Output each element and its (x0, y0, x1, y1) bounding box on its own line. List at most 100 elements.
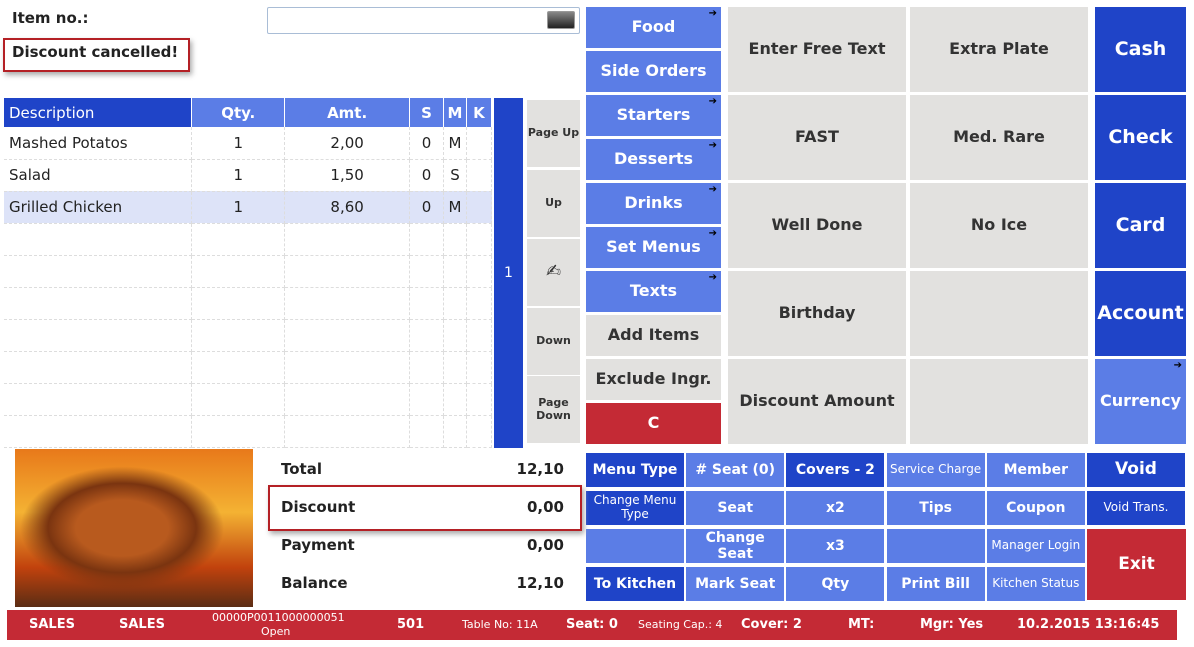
cell-qty: 1 (191, 127, 286, 160)
cell-s (409, 255, 444, 288)
cell-qty (191, 351, 286, 384)
category-set-menus[interactable]: Set Menus ➔ (586, 227, 721, 268)
function-coupon-button[interactable]: Coupon (986, 491, 1085, 525)
modifier-med-rare[interactable]: Med. Rare (910, 95, 1088, 180)
function-covers-2-button[interactable]: Covers - 2 (786, 453, 885, 487)
function-mark-seat-button[interactable]: Mark Seat (686, 567, 785, 601)
status-seat: Seat: 0 (566, 617, 618, 632)
exit-button[interactable]: Exit (1087, 529, 1186, 600)
cell-m (443, 287, 467, 320)
category-food[interactable]: Food ➔ (586, 7, 721, 48)
item-no-input[interactable] (267, 7, 580, 34)
cell-k (466, 255, 493, 288)
col-s: S (409, 98, 444, 127)
cell-k (466, 383, 493, 416)
category-c[interactable]: C (586, 403, 721, 444)
cell-m (443, 415, 467, 448)
table-row[interactable]: Salad 1 1,50 0 S (4, 159, 493, 192)
function-kitchen-status-button[interactable]: Kitchen Status (986, 567, 1085, 601)
modifier-well-done[interactable]: Well Done (728, 183, 906, 268)
category-desserts[interactable]: Desserts ➔ (586, 139, 721, 180)
function-void-trans-button[interactable]: Void Trans. (1087, 491, 1185, 525)
cell-k (466, 223, 493, 256)
arrow-icon: ➔ (1173, 360, 1182, 371)
payment-account[interactable]: Account (1095, 271, 1186, 356)
function-seat-button[interactable]: Seat (686, 491, 785, 525)
seat-indicator-bar[interactable]: 1 (494, 98, 523, 448)
cell-description (4, 223, 193, 256)
modifier-birthday[interactable]: Birthday (728, 271, 906, 356)
category-exclude-ingr[interactable]: Exclude Ingr. (586, 359, 721, 400)
modifier-blank[interactable] (910, 359, 1088, 444)
cell-description (4, 351, 193, 384)
cell-description: Mashed Potatos (4, 127, 193, 160)
category-starters[interactable]: Starters ➔ (586, 95, 721, 136)
cell-k (466, 319, 493, 352)
cell-k (466, 415, 493, 448)
status-mode: SALES (29, 617, 75, 632)
modifier-enter-free-text[interactable]: Enter Free Text (728, 7, 906, 92)
modifier-extra-plate[interactable]: Extra Plate (910, 7, 1088, 92)
function-change-menu-type-button[interactable]: Change Menu Type (586, 491, 684, 525)
page-down-button[interactable]: Page Down (527, 376, 580, 443)
total-label-balance: Balance (281, 574, 348, 592)
cell-qty (191, 415, 286, 448)
cell-k (466, 191, 493, 224)
modifier-blank[interactable] (910, 271, 1088, 356)
payment-cash[interactable]: Cash (1095, 7, 1186, 92)
down-button[interactable]: Down (527, 308, 580, 375)
status-datetime: 10.2.2015 13:16:45 (1017, 617, 1160, 632)
cell-amt (284, 223, 411, 256)
cell-m (443, 223, 467, 256)
cell-s (409, 415, 444, 448)
modifier-fast[interactable]: FAST (728, 95, 906, 180)
cell-description (4, 287, 193, 320)
page-up-button[interactable]: Page Up (527, 100, 580, 167)
cell-description (4, 415, 193, 448)
arrow-icon: ➔ (708, 8, 717, 19)
edit-note-button[interactable]: ✍ (527, 239, 580, 306)
payment-check[interactable]: Check (1095, 95, 1186, 180)
function-to-kitchen-button[interactable]: To Kitchen (586, 567, 684, 601)
cell-amt: 1,50 (284, 159, 411, 192)
keyboard-icon[interactable] (547, 11, 575, 29)
function-manager-login-button[interactable]: Manager Login (986, 529, 1085, 563)
category-label: Starters (616, 105, 691, 125)
category-add-items[interactable]: Add Items (586, 315, 721, 356)
cell-s (409, 383, 444, 416)
function-member-button[interactable]: Member (986, 453, 1085, 487)
discount-highlight (268, 485, 582, 531)
payment-currency[interactable]: Currency ➔ (1095, 359, 1186, 444)
table-row[interactable]: Mashed Potatos 1 2,00 0 M (4, 127, 493, 160)
function-blank-button[interactable] (886, 529, 985, 563)
function-tips-button[interactable]: Tips (886, 491, 985, 525)
function-x3-button[interactable]: x3 (786, 529, 885, 563)
up-button[interactable]: Up (527, 170, 580, 237)
function-blank-button[interactable] (586, 529, 684, 563)
cell-s: 0 (409, 127, 444, 160)
category-label: Set Menus (606, 237, 701, 257)
function-service-charge-button[interactable]: Service Charge (886, 453, 985, 487)
total-value-total: 12,10 (516, 460, 564, 478)
category-drinks[interactable]: Drinks ➔ (586, 183, 721, 224)
cell-m (443, 351, 467, 384)
payment-card[interactable]: Card (1095, 183, 1186, 268)
cell-s (409, 351, 444, 384)
function-void-button[interactable]: Void (1087, 453, 1185, 487)
function-qty-button[interactable]: Qty (786, 567, 885, 601)
modifier-no-ice[interactable]: No Ice (910, 183, 1088, 268)
category-side-orders[interactable]: Side Orders (586, 51, 721, 92)
cell-k (466, 287, 493, 320)
function-x2-button[interactable]: x2 (786, 491, 885, 525)
modifier-discount-amount[interactable]: Discount Amount (728, 359, 906, 444)
function-menu-type-button[interactable]: Menu Type (586, 453, 684, 487)
category-texts[interactable]: Texts ➔ (586, 271, 721, 312)
cell-amt (284, 351, 411, 384)
function-change-seat-button[interactable]: Change Seat (686, 529, 785, 563)
function-seat-0-button[interactable]: # Seat (0) (686, 453, 785, 487)
category-label: Texts (629, 281, 678, 301)
empty-row (4, 287, 493, 320)
cell-amt (284, 255, 411, 288)
table-row[interactable]: Grilled Chicken 1 8,60 0 M (4, 191, 493, 224)
function-print-bill-button[interactable]: Print Bill (886, 567, 985, 601)
